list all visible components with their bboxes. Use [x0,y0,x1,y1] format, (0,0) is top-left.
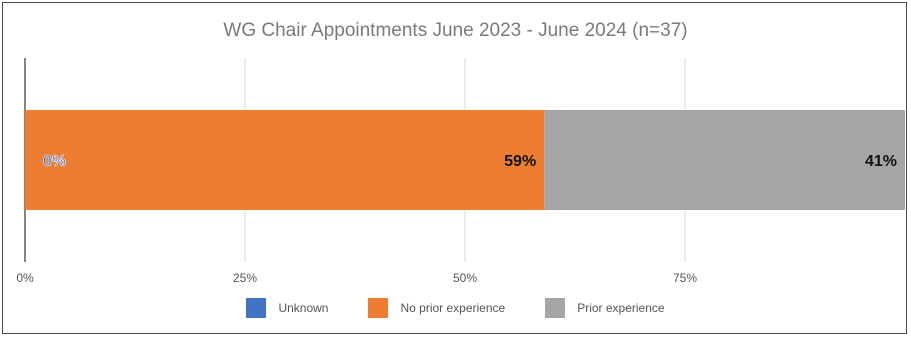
legend-label-no-prior-experience: No prior experience [400,301,506,315]
x-tick-label-75: 75% [673,271,697,285]
x-tick-label-50: 50% [453,271,477,285]
legend-swatch-prior-experience [545,298,566,318]
legend-item-no-prior-experience: No prior experience [368,298,505,318]
data-label-no-prior-experience: 59% [504,153,536,170]
x-tick-label-25: 25% [233,271,257,285]
legend-label-prior-experience: Prior experience [577,301,665,315]
x-tick-label-0: 0% [16,271,34,285]
legend-item-prior-experience: Prior experience [545,298,665,318]
chart-legend: Unknown No prior experience Prior experi… [0,298,911,318]
bar-segment-prior-experience [544,110,905,210]
legend-item-unknown: Unknown [246,298,328,318]
bar-segment-no-prior-experience [25,110,545,210]
legend-swatch-unknown [246,298,267,318]
data-label-unknown: 0% [43,153,66,170]
legend-swatch-no-prior-experience [368,298,389,318]
legend-label-unknown: Unknown [278,301,329,315]
data-label-prior-experience: 41% [865,153,897,170]
chart-title: WG Chair Appointments June 2023 - June 2… [223,20,688,41]
